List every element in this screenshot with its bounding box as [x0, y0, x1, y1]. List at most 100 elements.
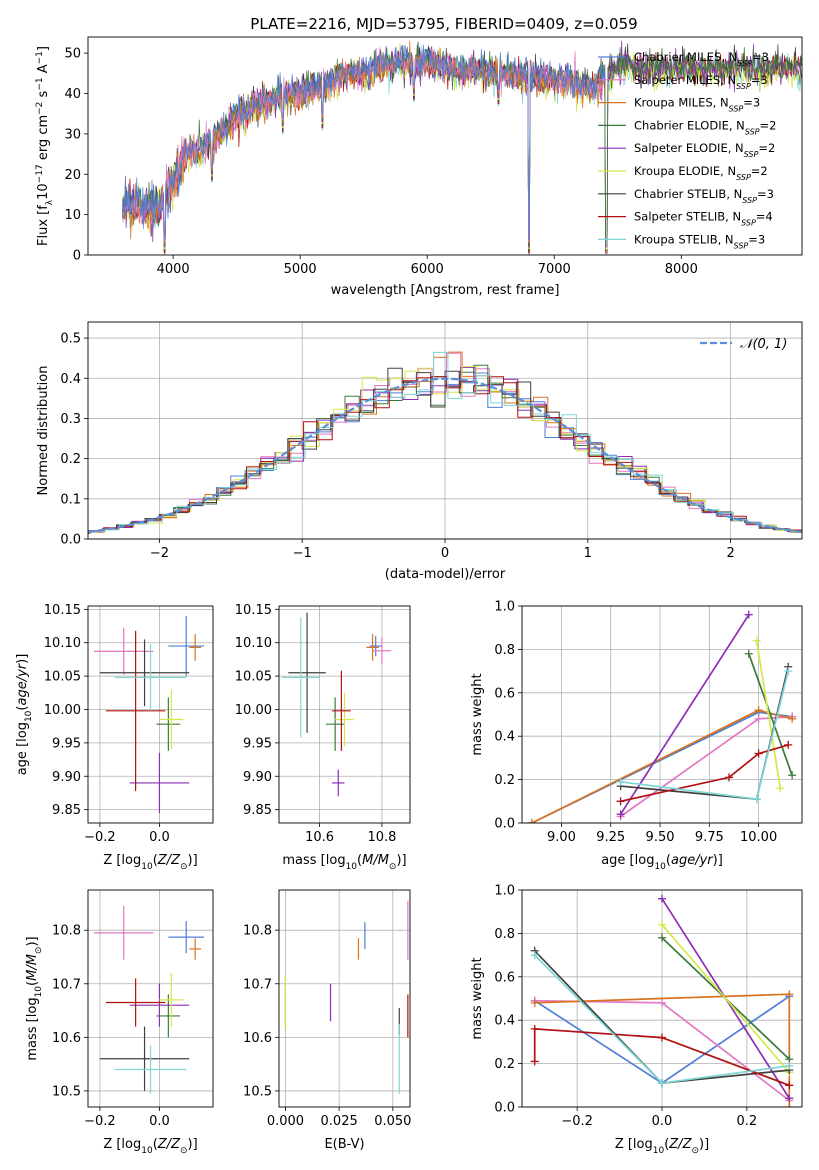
weight-marker	[658, 894, 666, 903]
mass-vs-ebv-axes: 0.000 0.025 0.050 10.5 10.6 10.7 10.8 E(B-V)	[243, 889, 411, 1152]
weight-marker	[616, 797, 625, 806]
y-tick-label: 10.7	[52, 977, 81, 992]
weight-line-salpeter-elodie	[616, 610, 753, 819]
errorbar-salpeter-elodie	[129, 752, 190, 813]
x-axis-label: (data-model)/error	[385, 567, 506, 582]
x-tick-label: 8000	[665, 262, 698, 277]
y-tick-label: 0.0	[494, 817, 515, 832]
y-tick-label: 9.95	[243, 736, 272, 751]
y-tick-label: 10.6	[243, 1031, 272, 1046]
axes-frame	[87, 36, 803, 256]
errorbar-kroupa-stelib	[114, 644, 187, 711]
weight-marker	[784, 740, 793, 749]
hist-step-kroupa-stelib	[88, 351, 802, 534]
hist-step-chabrier-stelib	[88, 367, 802, 534]
weight-marker	[530, 951, 539, 960]
legend-label: Kroupa ELODIE, NSSP=2	[634, 164, 768, 182]
weight-line-chabrier-elodie	[744, 649, 797, 780]
x-tick-label: 10.6	[305, 830, 334, 845]
legend-label: Chabrier ELODIE, NSSP=2	[634, 118, 776, 136]
x-tick-label: 0.2	[737, 1114, 758, 1129]
residuals-axes: −2 −1 0 1 2 0.0 0.1 0.2 0.3 0.4 0.5 𝒩(0, 1) (data-mo…	[36, 321, 803, 582]
errorbar-kroupa-elodie	[335, 692, 354, 747]
x-axis-label: Z [log10(Z/Z⊙)]	[103, 1137, 197, 1156]
weight-marker	[785, 990, 794, 999]
y-tick-label: 40	[64, 87, 81, 102]
weight-line	[619, 614, 750, 815]
weight-line-chabrier-miles	[527, 708, 797, 823]
x-tick-label: 1	[584, 546, 592, 561]
weight-marker	[785, 1081, 794, 1090]
y-tick-label: 10.10	[44, 636, 81, 651]
x-tick-label: 9.75	[695, 830, 724, 845]
weight-marker	[784, 667, 793, 676]
x-tick-label: 9.00	[547, 830, 576, 845]
weight-line-kroupa-elodie	[658, 920, 794, 1077]
y-tick-label: 10.8	[243, 924, 272, 939]
weight-line-kroupa-elodie	[752, 636, 785, 793]
weight-line	[531, 711, 793, 823]
y-tick-label: 10.6	[52, 1031, 81, 1046]
weight-line-kroupa-stelib	[616, 667, 793, 804]
weight-marker	[754, 714, 763, 723]
x-tick-label: 10.8	[367, 830, 396, 845]
weight-line-salpeter-stelib	[616, 740, 793, 806]
y-tick-label: 0.8	[494, 643, 515, 658]
errorbar-salpeter-miles	[372, 637, 392, 665]
y-tick-label: 9.85	[243, 803, 272, 818]
errorbar-salpeter-elodie	[332, 769, 345, 797]
weight-marker	[530, 1024, 539, 1033]
weight-marker	[785, 1094, 794, 1103]
y-tick-label: 10.8	[52, 924, 81, 939]
x-tick-label: 10.00	[740, 830, 777, 845]
x-tick-label: 0	[441, 546, 449, 561]
errorbar-chabrier-stelib	[288, 612, 326, 733]
weight-vs-Z-axes: −0.2 0.0 0.2 0.0 0.2 0.4 0.6 0.8 1.0 mass weight Z…	[470, 884, 803, 1156]
y-tick-label: 10	[64, 208, 81, 223]
plot-area	[284, 900, 409, 1094]
x-tick-label: 0.0	[149, 1114, 170, 1129]
plot-area	[527, 610, 797, 823]
y-tick-label: 10.5	[52, 1084, 81, 1099]
x-tick-label: −0.2	[84, 1114, 116, 1129]
y-tick-label: 0.8	[494, 927, 515, 942]
weight-vs-age-axes: 9.00 9.25 9.50 9.75 10.00 0.0 0.2 0.4 0.6 0.8 1.0 m…	[470, 600, 803, 872]
weight-marker	[788, 714, 797, 723]
weight-marker	[725, 773, 734, 782]
y-axis-label: Flux [fλ10−17 erg cm−2 s−1 A−1]	[35, 46, 55, 246]
y-tick-label: 0.4	[60, 372, 81, 387]
y-tick-label: 10.05	[44, 670, 81, 685]
legend-label: Salpeter STELIB, NSSP=4	[634, 210, 773, 228]
errorbar-chabrier-miles	[369, 636, 382, 657]
y-tick-label: 10.7	[243, 977, 272, 992]
weight-marker	[776, 784, 785, 793]
x-tick-label: −0.2	[84, 830, 116, 845]
y-axis-label: mass weight	[470, 673, 485, 755]
errorbar-kroupa-miles	[189, 634, 202, 661]
mass-vs-Z-axes: −0.2 0.0 10.5 10.6 10.7 10.8 Z [log10(Z/Z⊙)] ma…	[25, 889, 214, 1156]
errorbar-chabrier-elodie	[156, 697, 181, 751]
axes-frame	[521, 889, 803, 1108]
y-tick-label: 0	[73, 249, 81, 264]
x-tick-label: 5000	[284, 262, 317, 277]
legend-label: Salpeter MILES, NSSP=3	[634, 73, 768, 91]
y-tick-label: 9.85	[52, 803, 81, 818]
y-tick-label: 0.5	[60, 332, 81, 347]
x-tick-label: 0.0	[149, 830, 170, 845]
weight-line-salpeter-stelib	[530, 1024, 794, 1090]
x-tick-label: 0.025	[321, 1114, 358, 1129]
weight-line	[533, 1027, 790, 1087]
weight-marker	[616, 777, 625, 786]
errorbar-salpeter-stelib	[332, 670, 351, 751]
weight-marker	[658, 1033, 666, 1042]
errorbar-kroupa-elodie	[159, 973, 184, 1027]
x-tick-label: 0.000	[267, 1114, 304, 1129]
x-tick-label: −1	[293, 546, 312, 561]
y-tick-label: 9.90	[52, 770, 81, 785]
weight-marker	[785, 1103, 794, 1107]
x-tick-label: 4000	[157, 262, 190, 277]
plot-area	[93, 906, 205, 1094]
x-tick-label: 2	[726, 546, 734, 561]
x-tick-label: 0.0	[652, 1114, 673, 1129]
